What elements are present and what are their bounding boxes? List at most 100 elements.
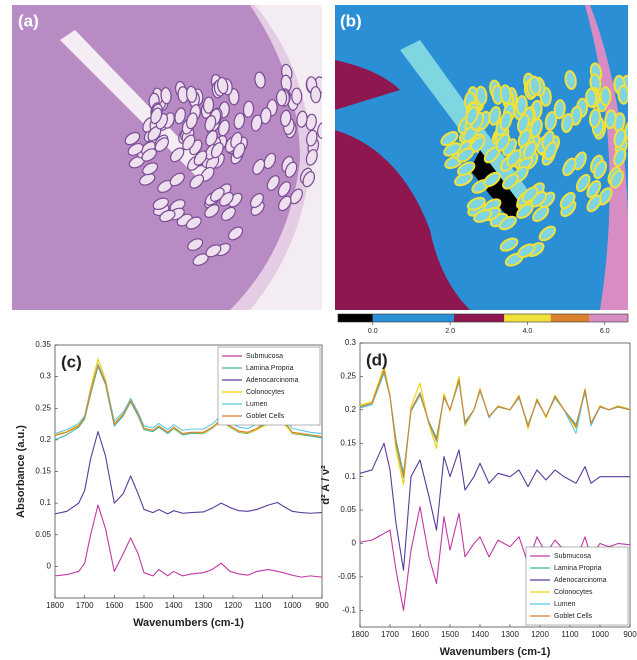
- crypt: [585, 87, 598, 108]
- crypt: [174, 107, 186, 125]
- crypt: [613, 147, 627, 168]
- spectrum-line: [359, 506, 631, 611]
- region-pink: [585, 5, 628, 310]
- crypt: [227, 226, 244, 241]
- panel-label: (b): [340, 11, 362, 30]
- crypt: [280, 109, 292, 127]
- tissue-gap: [60, 30, 210, 180]
- y-tick-label: 0.35: [35, 340, 51, 349]
- crypt: [278, 195, 292, 212]
- crypt: [216, 76, 229, 95]
- legend-label: Colonocytes: [246, 389, 285, 396]
- x-tick-label: 1700: [76, 601, 94, 610]
- x-tick-label: 900: [315, 601, 329, 610]
- crypt: [150, 107, 163, 125]
- crypt: [553, 99, 566, 120]
- colorbar-tick-label: 2.0: [445, 328, 455, 335]
- y-tick-label: 0.25: [340, 372, 356, 381]
- crypt: [317, 121, 322, 139]
- colorbar-segment: [454, 314, 505, 322]
- crypt: [457, 161, 476, 176]
- crypt: [205, 130, 218, 147]
- crypt: [532, 205, 550, 222]
- crypt: [124, 131, 141, 146]
- y-tick-label: 0.2: [40, 435, 52, 444]
- crypt: [205, 244, 222, 258]
- colorbar-segment: [589, 314, 628, 322]
- crypt: [488, 106, 502, 126]
- colorbar-tick-label: 0.0: [368, 328, 378, 335]
- legend-label: Adenocarcinoma: [246, 377, 299, 384]
- crypt: [498, 215, 517, 231]
- y-tick-label: 0.3: [40, 372, 52, 381]
- crypt: [263, 152, 277, 170]
- crypt: [559, 191, 576, 210]
- spectrum-line: [54, 504, 323, 578]
- legend-box: [217, 346, 321, 426]
- colorbar-segment: [372, 314, 454, 322]
- legend-label: Goblet Cells: [554, 613, 593, 620]
- crypt: [456, 147, 475, 163]
- crypt: [141, 148, 157, 162]
- colorbar-tick-label: 4.0: [523, 328, 533, 335]
- crypt: [186, 112, 198, 130]
- legend-label: Goblet Cells: [246, 413, 285, 420]
- crypt: [499, 84, 512, 105]
- y-tick-label: 0.2: [345, 405, 357, 414]
- legend-label: Lamina Propria: [246, 365, 294, 372]
- x-tick-label: 1800: [46, 601, 64, 610]
- crypt: [189, 174, 205, 189]
- crypt: [495, 133, 511, 152]
- crypt: [187, 238, 204, 251]
- x-axis-label: Wavenumbers (cm-1): [440, 646, 551, 658]
- colorbar-tick-label: 6.0: [600, 328, 610, 335]
- colorbar: 0.0 2.0 4.0 6.0: [337, 313, 629, 335]
- y-tick-label: 0.15: [35, 467, 51, 476]
- crypt: [204, 204, 220, 218]
- x-tick-label: 1400: [471, 630, 489, 639]
- crypt: [250, 114, 263, 132]
- panel-label: (c): [61, 352, 82, 371]
- legend-label: Submucosa: [246, 353, 283, 360]
- crypt: [633, 98, 637, 116]
- crypt: [624, 120, 628, 141]
- tissue: [12, 5, 300, 310]
- y-tick-label: 0.15: [340, 438, 356, 447]
- crypt: [593, 160, 607, 180]
- crypt: [204, 115, 217, 132]
- crypt: [254, 71, 266, 89]
- crypt: [517, 128, 532, 148]
- crypt: [193, 150, 208, 166]
- crypt: [502, 173, 519, 190]
- crypt: [210, 142, 224, 159]
- crypt: [277, 181, 291, 197]
- crypt: [617, 84, 628, 105]
- crypt: [588, 108, 602, 129]
- crypt: [305, 129, 318, 147]
- legend-label: Submucosa: [554, 553, 591, 560]
- crypt: [544, 111, 558, 131]
- crypt: [575, 173, 591, 193]
- y-tick-label: 0: [47, 561, 52, 570]
- y-tick-label: -0.05: [338, 572, 357, 581]
- crypt: [499, 237, 519, 252]
- x-tick-label: 1600: [105, 601, 123, 610]
- crypt: [604, 109, 617, 130]
- x-tick-label: 1000: [591, 630, 609, 639]
- crypt: [326, 99, 337, 115]
- crypt: [185, 216, 202, 230]
- crypt: [202, 96, 215, 114]
- crypt: [127, 142, 144, 156]
- y-tick-label: 0.3: [345, 338, 357, 347]
- crypt: [562, 157, 577, 177]
- crypt: [561, 113, 574, 133]
- crypt: [289, 188, 303, 205]
- spectrum-line: [359, 369, 631, 478]
- x-tick-label: 1300: [194, 601, 212, 610]
- crypt: [221, 206, 236, 222]
- colorbar-segment: [504, 314, 551, 322]
- crypt: [210, 187, 225, 202]
- crypt: [515, 95, 528, 116]
- region-submucosa: [335, 60, 400, 110]
